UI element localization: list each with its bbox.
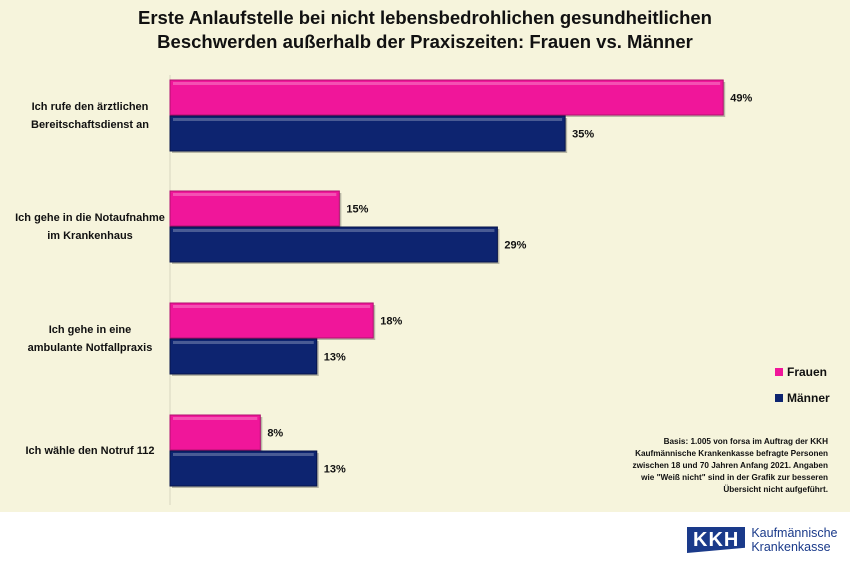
legend: Frauen Männer	[775, 364, 830, 416]
legend-swatch	[775, 368, 783, 376]
legend-item-frauen: Frauen	[775, 364, 830, 380]
bar-männer	[169, 338, 318, 375]
chart-title: Erste Anlaufstelle bei nicht lebensbedro…	[0, 6, 850, 54]
source-note: Basis: 1.005 von forsa im Auftrag der KK…	[632, 437, 829, 494]
bar-männer	[169, 115, 566, 152]
category-label: Ich rufe den ärztlichen Bereitschaftsdien…	[31, 101, 149, 131]
bar-frauen	[169, 302, 374, 339]
bar-highlight	[173, 118, 563, 121]
category-label: Ich wähle den Notruf 112	[26, 445, 155, 457]
logo-line-1: Kaufmännische	[751, 526, 838, 540]
data-label: 18%	[380, 316, 402, 328]
legend-swatch	[775, 394, 783, 402]
bar-highlight	[173, 193, 337, 196]
legend-item-maenner: Männer	[775, 390, 830, 406]
data-label: 13%	[324, 352, 346, 364]
category-label: Ich gehe in die Notaufnahme im Krankenhau…	[15, 212, 165, 242]
bar-highlight	[173, 453, 314, 456]
logo-line-2: Krankenkasse	[751, 540, 831, 554]
bar-frauen	[169, 414, 261, 451]
bar-highlight	[173, 305, 371, 308]
data-label: 8%	[267, 428, 283, 440]
bar-highlight	[173, 82, 721, 85]
bar-männer	[169, 450, 318, 487]
bar-männer	[169, 226, 498, 263]
legend-label: Männer	[787, 391, 830, 405]
bar-chart: Ich rufe den ärztlichen Bereitschaftsdien…	[15, 75, 752, 505]
bar-highlight	[173, 341, 314, 344]
data-label: 35%	[572, 129, 594, 141]
legend-label: Frauen	[787, 365, 828, 379]
logo-text: Kaufmännische Krankenkasse	[751, 526, 837, 554]
data-label: 29%	[504, 240, 526, 252]
title-line-1: Erste Anlaufstelle bei nicht lebensbedro…	[138, 7, 712, 28]
data-label: 49%	[730, 93, 752, 105]
data-label: 15%	[346, 204, 368, 216]
title-line-2: Beschwerden außerhalb der Praxiszeiten: …	[157, 31, 693, 52]
bar-highlight	[173, 417, 258, 420]
bar-frauen	[169, 79, 724, 116]
bar-frauen	[169, 190, 340, 227]
data-label: 13%	[324, 464, 346, 476]
category-label: Ich gehe in eine ambulante Notfallpraxis	[28, 324, 153, 354]
logo-mark: KKH	[687, 527, 746, 553]
kkh-logo: KKH Kaufmännische Krankenkasse	[687, 526, 838, 554]
bar-highlight	[173, 229, 495, 232]
